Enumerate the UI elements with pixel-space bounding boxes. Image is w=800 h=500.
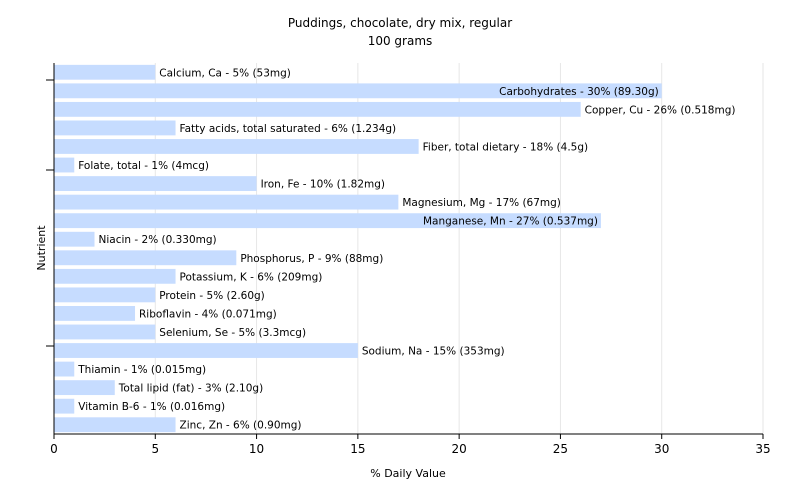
- bar-label: Thiamin - 1% (0.015mg): [77, 364, 206, 376]
- x-tick-label: 15: [350, 442, 365, 456]
- bar-label: Potassium, K - 6% (209mg): [180, 271, 323, 283]
- bar-label: Manganese, Mn - 27% (0.537mg): [423, 216, 598, 228]
- bar: [54, 120, 176, 136]
- x-tick-label: 35: [755, 442, 770, 456]
- bar-label: Selenium, Se - 5% (3.3mcg): [159, 327, 306, 339]
- bar: [54, 213, 601, 229]
- x-tick-label: 30: [654, 442, 669, 456]
- bar-label: Total lipid (fat) - 3% (2.10g): [118, 383, 263, 395]
- x-tick-label: 20: [452, 442, 467, 456]
- bar-labels: Calcium, Ca - 5% (53mg) Carbohydrates - 3…: [77, 67, 735, 431]
- grid-lines: [154, 63, 764, 434]
- bar-label: Folate, total - 1% (4mcg): [78, 160, 209, 172]
- bar: [54, 231, 95, 247]
- bar: [54, 176, 257, 191]
- bar-label: Iron, Fe - 10% (1.82mg): [261, 179, 385, 191]
- x-tick-label: 25: [553, 442, 568, 456]
- bar-label: Carbohydrates - 30% (89.30g): [499, 86, 659, 98]
- chart-subtitle: 100 grams: [368, 34, 433, 48]
- x-tick-label: 5: [151, 442, 159, 456]
- bar-label: Protein - 5% (2.60g): [159, 290, 265, 302]
- x-tick-label: 0: [50, 442, 58, 456]
- bar: [54, 417, 176, 433]
- bar-label: Vitamin B-6 - 1% (0.016mg): [78, 401, 225, 413]
- bar: [54, 194, 399, 210]
- bar: [54, 101, 581, 117]
- bar: [54, 343, 358, 358]
- bar-label: Fatty acids, total saturated - 6% (1.234…: [180, 123, 397, 135]
- x-axis-label: % Daily Value: [370, 467, 446, 480]
- bar-label: Fiber, total dietary - 18% (4.5g): [423, 141, 588, 153]
- bar-label: Calcium, Ca - 5% (53mg): [159, 67, 291, 79]
- bar: [54, 268, 176, 284]
- bar: [54, 306, 136, 321]
- bar: [54, 64, 156, 80]
- bar-label: Phosphorus, P - 9% (88mg): [240, 253, 383, 265]
- bar-label: Niacin - 2% (0.330mg): [99, 234, 217, 246]
- y-axis-label: Nutrient: [35, 225, 48, 271]
- x-tick-label: 10: [249, 442, 264, 456]
- bar: [54, 287, 156, 303]
- bar: [54, 139, 419, 154]
- bar-label: Magnesium, Mg - 17% (67mg): [402, 197, 561, 209]
- bar-label: Zinc, Zn - 6% (0.90mg): [180, 420, 302, 432]
- bars: [54, 64, 662, 433]
- bar-label: Copper, Cu - 26% (0.518mg): [585, 104, 736, 116]
- bar: [54, 324, 156, 340]
- axes: 0 5 10 15 20 25 30 35: [46, 63, 771, 456]
- bar: [54, 380, 115, 396]
- bar: [54, 250, 237, 266]
- bar: [54, 361, 75, 377]
- bar: [54, 157, 75, 173]
- bar: [54, 398, 75, 414]
- bar-label: Sodium, Na - 15% (353mg): [362, 346, 505, 358]
- bar-label: Riboflavin - 4% (0.071mg): [139, 308, 277, 320]
- chart-title: Puddings, chocolate, dry mix, regular: [288, 16, 512, 30]
- bar: [54, 83, 662, 99]
